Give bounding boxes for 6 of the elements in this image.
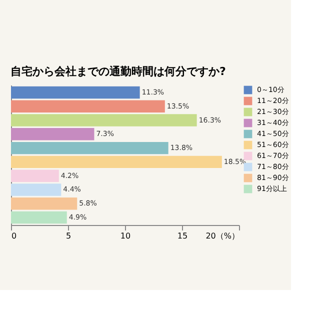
chart-title: 自宅から会社までの通勤時間は何分ですか? (10, 65, 226, 78)
x-tick-label: 20（%） (206, 232, 240, 240)
x-tick-label: 15 (177, 232, 188, 240)
x-tick-label: 5 (66, 232, 72, 240)
x-tick-label: 0 (12, 232, 17, 240)
x-tick-label: 10 (120, 232, 131, 240)
